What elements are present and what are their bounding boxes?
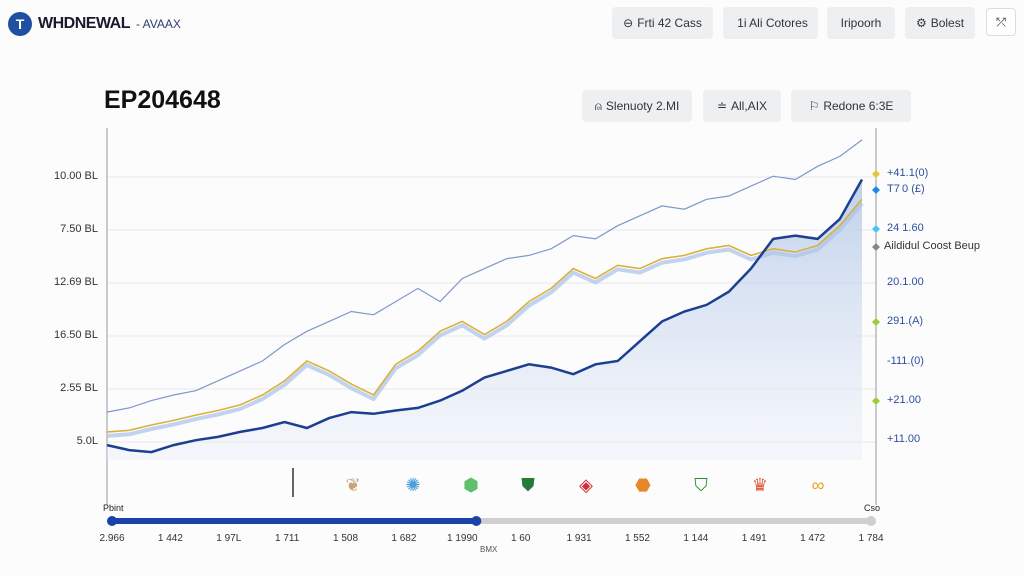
y-tick-label: 16.50 BL <box>53 329 98 341</box>
brand-name: WHDNEWAL <box>38 15 130 32</box>
timeline-tick-label: 1 491 <box>741 533 767 544</box>
upper-series-line <box>106 139 863 413</box>
shield-yellow-icon[interactable]: ⛉ <box>694 474 708 495</box>
right-axis-marker <box>872 225 880 233</box>
y-tick-label: 7.50 BL <box>60 223 98 235</box>
gold-series-line <box>106 198 863 433</box>
badge-orange-icon[interactable]: ⬣ <box>635 474 651 495</box>
logo-icon: T <box>8 12 32 36</box>
shield-darkgreen-icon[interactable]: ⛊ <box>521 474 535 495</box>
y-tick-label: 2.55 BL <box>60 382 98 394</box>
right-axis-label: +41.1(0) <box>887 167 929 179</box>
button-label: Frti 42 Cass <box>637 16 702 30</box>
timeline-tick-label: 1 682 <box>391 533 417 544</box>
crown-red-icon[interactable]: ♛ <box>751 474 769 495</box>
header-button-3[interactable]: Iripoorh <box>827 7 895 39</box>
button-label: Redone 6:3E <box>823 99 894 113</box>
right-axis-marker <box>872 318 880 326</box>
button-label: Bolest <box>930 16 965 30</box>
button-label: Slenuoty 2.MI <box>605 99 680 113</box>
ribbon-gold-icon[interactable]: ∞ <box>811 474 825 495</box>
timeline-tick-label: 2.966 <box>99 533 125 544</box>
timeline-end-label: Cso <box>864 503 881 513</box>
feather-icon[interactable]: ❦ <box>345 474 361 495</box>
timeline-start-handle[interactable] <box>107 516 117 526</box>
timeline-tick-label: 1 144 <box>683 533 709 544</box>
diamond-red-icon[interactable]: ◈ <box>579 474 593 495</box>
timeline-tick-label: 1 60 <box>510 533 531 544</box>
header-button-4[interactable]: ⚙ Bolest <box>905 7 975 39</box>
sun-icon[interactable]: ✺ <box>405 474 421 495</box>
person-icon: ⍝ <box>594 98 602 113</box>
button-label: 1i Ali Cotores <box>737 16 808 30</box>
timeline-tick-label: 1 784 <box>858 533 884 544</box>
right-axis-marker <box>872 186 880 194</box>
timeline-tick-label: 1 508 <box>333 533 359 544</box>
right-axis-label: 20.1.00 <box>887 276 924 288</box>
timeline-tick-label: 1 552 <box>624 533 650 544</box>
right-axis-label: 291.(A) <box>887 315 924 327</box>
button-label: All,AIX <box>731 99 768 113</box>
right-axis-marker <box>872 243 880 251</box>
button-label: Iripoorh <box>840 16 882 30</box>
flag-icon: ⚐ <box>808 99 820 113</box>
timeline-start-label: Pbint <box>103 503 124 513</box>
timeline-marker-sub: BMX <box>480 545 498 554</box>
right-axis-label: +21.00 <box>887 394 921 406</box>
right-axis-label: -111.(0) <box>887 355 924 367</box>
circle-icon: ⊖ <box>623 16 634 30</box>
list-icon: ≐ <box>716 99 728 113</box>
right-axis-label: +11.00 <box>887 433 921 445</box>
y-tick-label: 5.0L <box>76 435 98 447</box>
y-tick-label: 10.00 BL <box>53 170 98 182</box>
timeline-handle[interactable] <box>471 516 482 526</box>
right-axis-marker <box>872 170 880 178</box>
right-axis-label: 24 1.60 <box>887 222 924 234</box>
expand-icon: ⤱ <box>996 14 1006 29</box>
timeline-tick-label: 1 931 <box>566 533 592 544</box>
control-button-2[interactable]: ≐ All,AIX <box>703 90 781 122</box>
control-button-3[interactable]: ⚐ Redone 6:3E <box>791 90 911 122</box>
right-axis-marker <box>872 397 880 405</box>
gear-icon: ⚙ <box>915 16 927 30</box>
header-button-2[interactable]: 1i Ali Cotores <box>723 7 818 39</box>
timeline-end-handle[interactable] <box>866 516 876 526</box>
expand-button[interactable]: ⤱ <box>986 8 1016 36</box>
gold-series-shadow <box>106 202 864 438</box>
timeline-tick-label: 1 472 <box>800 533 826 544</box>
control-button-1[interactable]: ⍝ Slenuoty 2.MI <box>582 90 692 122</box>
brand-sub: - AVAAX <box>135 17 181 31</box>
timeline-tick-label: 1 1990 <box>447 533 478 544</box>
header-button-1[interactable]: ⊖ Frti 42 Cass <box>612 7 713 39</box>
main-area <box>107 179 862 460</box>
timeline-tick-label: 1 711 <box>274 533 300 544</box>
shield-green-icon[interactable]: ⬢ <box>463 474 479 495</box>
timeline-tick-label: 1 442 <box>157 533 183 544</box>
main-series-line <box>106 178 864 454</box>
right-axis-label: Aildidul Coost Beup <box>884 240 981 252</box>
page-title: EP204648 <box>104 86 221 114</box>
y-tick-label: 12.69 BL <box>53 276 98 288</box>
timeline-tick-label: 1 97L <box>216 533 242 544</box>
right-axis-label: T7 0 (£) <box>887 183 925 195</box>
logo[interactable]: T WHDNEWAL - AVAAX <box>8 12 181 36</box>
